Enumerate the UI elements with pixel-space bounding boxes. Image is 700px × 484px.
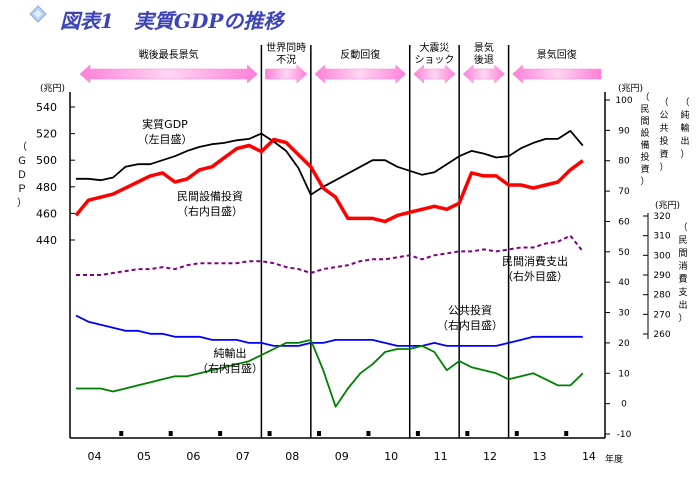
right-outer-axis-tick-label: 320 <box>653 212 670 222</box>
right-outer-axis-tick-label: 310 <box>653 232 670 242</box>
x-axis-tick <box>465 431 470 436</box>
series-line-nx <box>76 339 584 408</box>
phase-arrow <box>265 64 308 84</box>
x-axis-tick <box>267 431 272 436</box>
series-label-nx: 純輸出（右内目盛） <box>197 346 263 375</box>
series-line-capex <box>74 137 584 224</box>
series-label-pub: 公共投資（右内目盛） <box>437 303 503 332</box>
right-inner-axis-tick-label: 40 <box>618 278 630 288</box>
left-axis-title: （ＧＤＰ） <box>17 141 27 209</box>
phase-label: 戦後最長景気 <box>139 48 199 61</box>
phase-arrow <box>314 64 407 84</box>
x-axis-tick <box>317 431 322 436</box>
left-axis-tick-label: 460 <box>36 207 57 220</box>
phase-label: 景気後退 <box>474 41 494 66</box>
left-axis-tick-label: 500 <box>36 154 57 167</box>
x-axis-tick <box>218 431 223 436</box>
right-inner-axis-tick-label: -10 <box>617 430 632 440</box>
phase-label: 景気回復 <box>537 48 577 61</box>
right-inner-axis-tick-label: 60 <box>618 217 630 227</box>
x-axis-tick <box>168 431 173 436</box>
right-inner-axis-tick-label: 0 <box>621 400 627 410</box>
left-axis-tick-label: 520 <box>36 128 57 141</box>
x-axis-tick <box>366 431 371 436</box>
phase-arrow <box>79 64 258 84</box>
phase-label: 大震災ショック <box>414 41 454 66</box>
x-axis-tick-label: 09 <box>335 450 349 463</box>
x-axis-tick-label: 04 <box>88 450 102 463</box>
left-axis-tick-label: 480 <box>36 181 57 194</box>
right-inner-axis-tick-label: 20 <box>618 339 630 349</box>
chart-title: 図表1 実質GDPの推移 <box>60 9 286 33</box>
x-axis-tick <box>514 431 519 436</box>
right-inner-axis-tick-label: 100 <box>615 96 632 106</box>
right-axis-title-net-exports: （純輸出） <box>680 97 689 160</box>
right-outer-axis-tick-label: 260 <box>653 330 670 340</box>
x-axis-tick-label: 12 <box>483 450 497 463</box>
left-axis-tick-label: 440 <box>36 234 57 247</box>
right-axis-title-capex: （民間設備投資） <box>640 92 649 187</box>
right-outer-axis-tick-label: 280 <box>653 291 670 301</box>
right-inner-axis-tick-label: 90 <box>618 126 630 136</box>
x-axis-tick <box>564 431 569 436</box>
x-axis-tick-label: 11 <box>434 450 448 463</box>
x-axis-tick-label: 14 <box>582 450 596 463</box>
series-label-capex: 民間設備投資（右内目盛） <box>177 189 243 218</box>
left-unit-label: (兆円) <box>40 83 65 94</box>
series-line-pub <box>75 314 583 347</box>
right-outer-unit-label: (兆円) <box>618 83 643 94</box>
right-inner-axis-tick-label: 50 <box>618 248 630 258</box>
phase-label: 世界同時不況 <box>266 42 306 66</box>
series-line-gdp <box>76 130 584 196</box>
right-axis-title-consumption: （民間消費支出） <box>678 222 687 324</box>
right-outer-axis-tick-label: 290 <box>653 271 670 281</box>
right-inner-axis-tick-label: 70 <box>618 187 630 197</box>
phase-arrow <box>413 64 456 84</box>
x-axis-tick-label: 07 <box>236 450 250 463</box>
right-inner-axis-tick-label: 30 <box>618 309 630 319</box>
phase-label: 反動回復 <box>340 48 380 61</box>
right-inner-axis-tick-label: 10 <box>618 369 630 379</box>
phase-arrow <box>512 64 602 84</box>
right-axis-title-public-investment: （公共投資） <box>659 97 668 173</box>
series-label-gdp: 実質GDP （左目盛） <box>138 117 193 146</box>
x-axis-tick-label: 05 <box>137 450 151 463</box>
right-outer-axis-tick-label: 270 <box>653 310 670 320</box>
x-axis-tick-label: 08 <box>285 450 299 463</box>
series-line-cons <box>76 234 584 276</box>
left-axis-tick-label: 540 <box>36 101 57 114</box>
x-axis-tick <box>119 431 124 436</box>
x-axis-tick-label: 13 <box>533 450 547 463</box>
right-mid-unit-label: (兆円) <box>655 200 680 211</box>
right-outer-axis-tick-label: 300 <box>653 251 670 261</box>
title-diamond-icon <box>29 5 47 23</box>
phase-arrow <box>462 64 505 84</box>
series-label-cons: 民間消費支出（右外目盛） <box>502 254 568 283</box>
x-axis-tick-label: 06 <box>186 450 200 463</box>
x-axis-tick-label: 10 <box>384 450 398 463</box>
x-axis-tick <box>415 431 420 436</box>
year-suffix-label: 年度 <box>605 453 623 465</box>
right-inner-axis-tick-label: 80 <box>618 157 630 167</box>
